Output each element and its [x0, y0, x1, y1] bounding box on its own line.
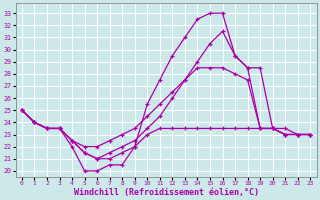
X-axis label: Windchill (Refroidissement éolien,°C): Windchill (Refroidissement éolien,°C) [74, 188, 259, 197]
